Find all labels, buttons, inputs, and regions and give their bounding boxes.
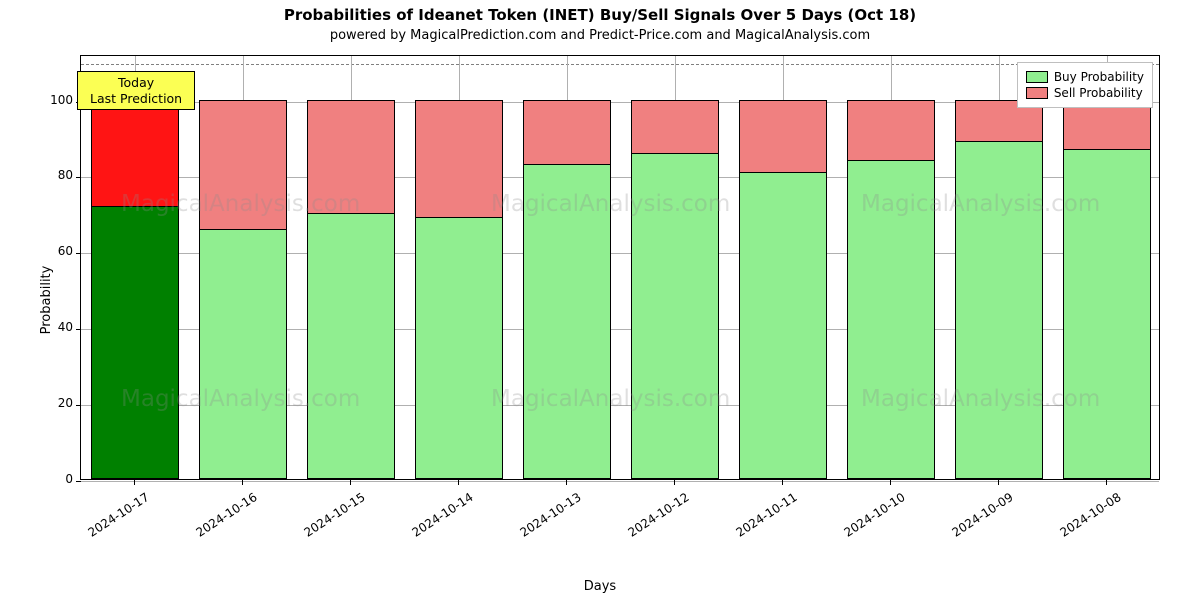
xtick-label: 2024-10-14: [403, 490, 476, 544]
chart-title: Probabilities of Ideanet Token (INET) Bu…: [0, 6, 1200, 24]
xtick-mark: [242, 480, 243, 485]
chart-container: Probabilities of Ideanet Token (INET) Bu…: [0, 0, 1200, 600]
xtick-label: 2024-10-17: [79, 490, 152, 544]
xtick-label: 2024-10-09: [943, 490, 1016, 544]
ytick-label: 20: [58, 396, 81, 410]
today-annotation: Today Last Prediction: [77, 71, 195, 110]
legend-label-buy: Buy Probability: [1054, 70, 1144, 84]
xtick-label: 2024-10-12: [619, 490, 692, 544]
bar-buy: [955, 141, 1044, 479]
y-axis-label: Probability: [39, 266, 54, 335]
xtick-label: 2024-10-15: [295, 490, 368, 544]
plot-area: Buy Probability Sell Probability Today L…: [80, 55, 1160, 480]
xtick-label: 2024-10-10: [835, 490, 908, 544]
bar-buy: [631, 153, 720, 479]
xtick-mark: [350, 480, 351, 485]
legend-item-sell: Sell Probability: [1026, 86, 1144, 100]
legend-swatch-buy: [1026, 71, 1048, 83]
xtick-mark: [782, 480, 783, 485]
xtick-mark: [458, 480, 459, 485]
xtick-mark: [890, 480, 891, 485]
bar-buy: [739, 172, 828, 479]
xtick-mark: [674, 480, 675, 485]
bar-buy: [199, 229, 288, 479]
chart-subtitle: powered by MagicalPrediction.com and Pre…: [0, 28, 1200, 43]
xtick-label: 2024-10-11: [727, 490, 800, 544]
legend-item-buy: Buy Probability: [1026, 70, 1144, 84]
bar-buy: [307, 213, 396, 479]
bar-buy: [847, 160, 936, 479]
xtick-label: 2024-10-13: [511, 490, 584, 544]
annotation-line2: Last Prediction: [90, 91, 182, 107]
xtick-mark: [566, 480, 567, 485]
xtick-mark: [134, 480, 135, 485]
bar-buy: [415, 217, 504, 479]
annotation-line1: Today: [90, 75, 182, 91]
xtick-mark: [1106, 480, 1107, 485]
xtick-mark: [998, 480, 999, 485]
legend-label-sell: Sell Probability: [1054, 86, 1143, 100]
bars-layer: [81, 56, 1159, 479]
legend: Buy Probability Sell Probability: [1017, 62, 1153, 108]
ytick-label: 40: [58, 320, 81, 334]
xtick-label: 2024-10-08: [1051, 490, 1124, 544]
bar-buy: [1063, 149, 1152, 479]
ytick-label: 60: [58, 244, 81, 258]
x-axis-label: Days: [0, 579, 1200, 594]
ytick-label: 80: [58, 168, 81, 182]
bar-buy: [91, 206, 180, 479]
legend-swatch-sell: [1026, 87, 1048, 99]
bar-buy: [523, 164, 612, 479]
ytick-label: 0: [65, 472, 81, 486]
xtick-label: 2024-10-16: [187, 490, 260, 544]
